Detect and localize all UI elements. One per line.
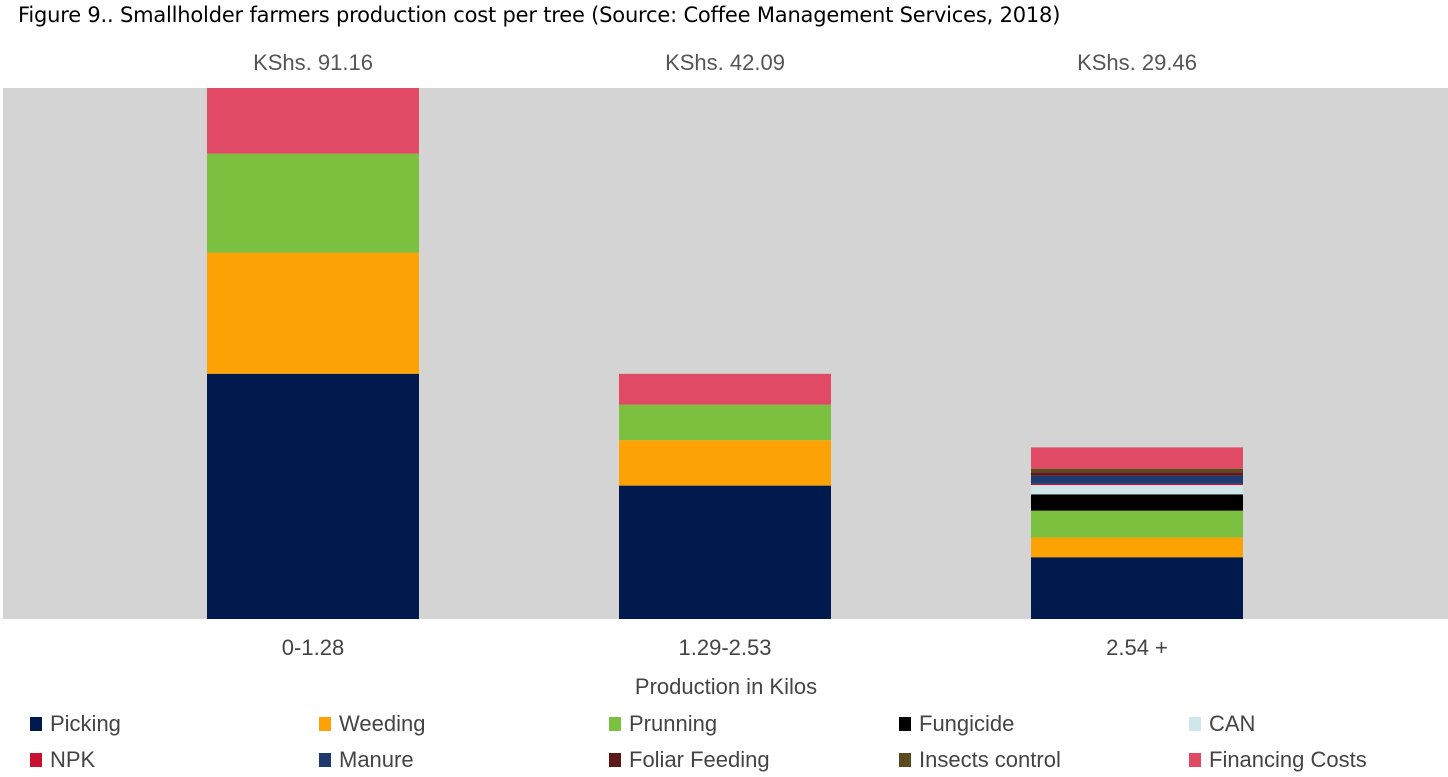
bar-segment-prunning bbox=[619, 404, 831, 441]
legend-label: Prunning bbox=[629, 711, 718, 736]
plot-area bbox=[3, 88, 1448, 619]
stacked-bar-chart bbox=[207, 88, 1243, 619]
legend-swatch bbox=[30, 717, 42, 731]
legend-swatch bbox=[30, 753, 42, 767]
bar-segment-fungicide bbox=[1031, 494, 1243, 511]
bar-segment-prunning bbox=[1031, 510, 1243, 538]
bar-total-label: KShs. 29.46 bbox=[1077, 50, 1197, 75]
legend-swatch bbox=[609, 753, 621, 767]
bar-segment-weeding bbox=[1031, 537, 1243, 558]
legend-label: Fungicide bbox=[919, 711, 1015, 736]
legend-label: Financing Costs bbox=[1209, 747, 1367, 772]
bar-total-label: KShs. 42.09 bbox=[665, 50, 785, 75]
legend-item: Picking bbox=[30, 709, 121, 739]
legend-item: Financing Costs bbox=[1189, 745, 1367, 775]
legend-swatch bbox=[319, 717, 331, 731]
legend-label: CAN bbox=[1209, 711, 1256, 736]
legend-item: NPK bbox=[30, 745, 95, 775]
bar-segment-insects-control bbox=[1031, 468, 1243, 473]
bar-segment-picking bbox=[1031, 557, 1243, 619]
figure-title: Figure 9.. Smallholder farmers productio… bbox=[18, 3, 1061, 27]
legend-label: Foliar Feeding bbox=[629, 747, 770, 772]
legend-label: Insects control bbox=[919, 747, 1061, 772]
bar-total-label: KShs. 91.16 bbox=[253, 50, 373, 75]
x-axis-title: Production in Kilos bbox=[634, 674, 818, 699]
category-label: 1.29-2.53 bbox=[678, 635, 772, 660]
legend-item: CAN bbox=[1189, 709, 1255, 739]
legend-swatch bbox=[609, 717, 621, 731]
bar-segment-weeding bbox=[207, 252, 419, 374]
bar-segment-npk bbox=[1031, 483, 1243, 486]
legend-label: Manure bbox=[339, 747, 414, 772]
legend-swatch bbox=[899, 753, 911, 767]
legend-item: Foliar Feeding bbox=[609, 745, 770, 775]
bar-segment-financing-costs bbox=[1031, 447, 1243, 469]
legend-label: NPK bbox=[50, 747, 96, 772]
bar-segment-can bbox=[1031, 485, 1243, 495]
bar-segment-prunning bbox=[207, 153, 419, 253]
bar-segment-picking bbox=[619, 485, 831, 619]
bar-segment-weeding bbox=[619, 440, 831, 486]
legend-item: Manure bbox=[319, 745, 414, 775]
bar-segment-picking bbox=[207, 373, 419, 619]
legend-item: Insects control bbox=[899, 745, 1061, 775]
bar-segment-financing-costs bbox=[619, 373, 831, 405]
legend-label: Picking bbox=[50, 711, 121, 736]
legend-swatch bbox=[899, 717, 911, 731]
category-label: 0-1.28 bbox=[281, 635, 345, 660]
legend-swatch bbox=[1189, 717, 1201, 731]
legend-label: Weeding bbox=[339, 711, 426, 736]
legend-item: Weeding bbox=[319, 709, 425, 739]
legend-item: Prunning bbox=[609, 709, 717, 739]
bar-segment-financing-costs bbox=[207, 88, 419, 154]
legend-swatch bbox=[1189, 753, 1201, 767]
legend-item: Fungicide bbox=[899, 709, 1014, 739]
category-label: 2.54 + bbox=[1106, 635, 1168, 660]
bar-segment-foliar-feeding bbox=[1031, 472, 1243, 476]
legend-swatch bbox=[319, 753, 331, 767]
bar-segment-manure bbox=[1031, 475, 1243, 484]
